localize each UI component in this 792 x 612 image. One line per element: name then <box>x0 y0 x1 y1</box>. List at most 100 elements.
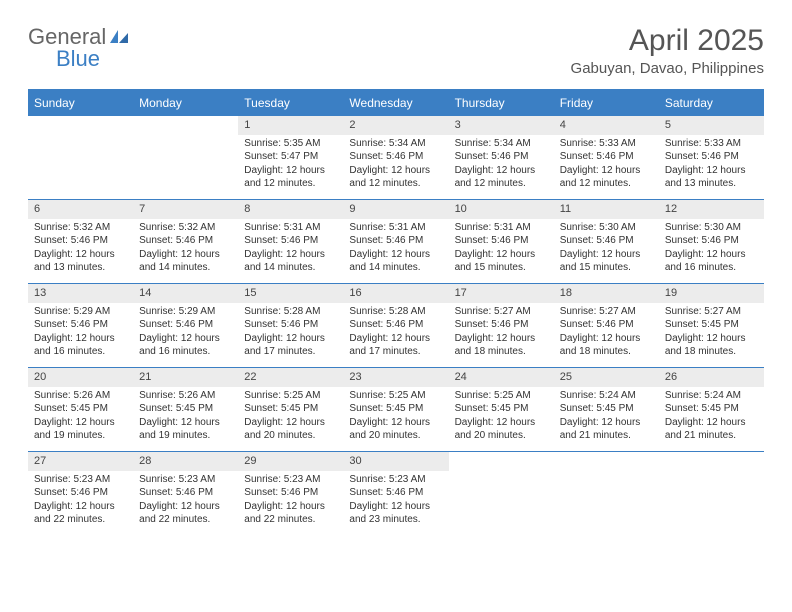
day-content: Sunrise: 5:27 AMSunset: 5:45 PMDaylight:… <box>659 303 764 363</box>
sunset-text: Sunset: 5:45 PM <box>560 402 653 416</box>
sunrise-text: Sunrise: 5:30 AM <box>665 221 758 235</box>
day-number: 6 <box>28 200 133 219</box>
day-cell: 7Sunrise: 5:32 AMSunset: 5:46 PMDaylight… <box>133 200 238 283</box>
day-cell: 11Sunrise: 5:30 AMSunset: 5:46 PMDayligh… <box>554 200 659 283</box>
sunrise-text: Sunrise: 5:24 AM <box>560 389 653 403</box>
day-content: Sunrise: 5:32 AMSunset: 5:46 PMDaylight:… <box>133 219 238 279</box>
daylight-text: Daylight: 12 hours and 20 minutes. <box>455 416 548 443</box>
sunset-text: Sunset: 5:45 PM <box>665 318 758 332</box>
sunrise-text: Sunrise: 5:24 AM <box>665 389 758 403</box>
daylight-text: Daylight: 12 hours and 13 minutes. <box>34 248 127 275</box>
sunset-text: Sunset: 5:46 PM <box>139 486 232 500</box>
day-content: Sunrise: 5:31 AMSunset: 5:46 PMDaylight:… <box>449 219 554 279</box>
sunset-text: Sunset: 5:46 PM <box>455 150 548 164</box>
day-header: Monday <box>133 91 238 115</box>
day-cell: 29Sunrise: 5:23 AMSunset: 5:46 PMDayligh… <box>238 452 343 535</box>
day-cell: 6Sunrise: 5:32 AMSunset: 5:46 PMDaylight… <box>28 200 133 283</box>
day-number: 21 <box>133 368 238 387</box>
daylight-text: Daylight: 12 hours and 20 minutes. <box>349 416 442 443</box>
day-cell: 2Sunrise: 5:34 AMSunset: 5:46 PMDaylight… <box>343 116 448 199</box>
daylight-text: Daylight: 12 hours and 20 minutes. <box>244 416 337 443</box>
day-content: Sunrise: 5:34 AMSunset: 5:46 PMDaylight:… <box>343 135 448 195</box>
day-cell: 26Sunrise: 5:24 AMSunset: 5:45 PMDayligh… <box>659 368 764 451</box>
day-header: Thursday <box>449 91 554 115</box>
day-cell: 14Sunrise: 5:29 AMSunset: 5:46 PMDayligh… <box>133 284 238 367</box>
day-content: Sunrise: 5:29 AMSunset: 5:46 PMDaylight:… <box>28 303 133 363</box>
sunrise-text: Sunrise: 5:31 AM <box>349 221 442 235</box>
day-content: Sunrise: 5:23 AMSunset: 5:46 PMDaylight:… <box>343 471 448 531</box>
day-number: 22 <box>238 368 343 387</box>
day-number: 12 <box>659 200 764 219</box>
day-content: Sunrise: 5:31 AMSunset: 5:46 PMDaylight:… <box>343 219 448 279</box>
day-number: 4 <box>554 116 659 135</box>
day-cell: 3Sunrise: 5:34 AMSunset: 5:46 PMDaylight… <box>449 116 554 199</box>
sunset-text: Sunset: 5:46 PM <box>34 486 127 500</box>
sunset-text: Sunset: 5:46 PM <box>34 234 127 248</box>
sunset-text: Sunset: 5:46 PM <box>244 486 337 500</box>
daylight-text: Daylight: 12 hours and 12 minutes. <box>244 164 337 191</box>
day-content: Sunrise: 5:23 AMSunset: 5:46 PMDaylight:… <box>28 471 133 531</box>
day-cell <box>554 452 659 535</box>
sunrise-text: Sunrise: 5:29 AM <box>34 305 127 319</box>
day-cell: 10Sunrise: 5:31 AMSunset: 5:46 PMDayligh… <box>449 200 554 283</box>
day-content: Sunrise: 5:32 AMSunset: 5:46 PMDaylight:… <box>28 219 133 279</box>
day-number: 3 <box>449 116 554 135</box>
sunset-text: Sunset: 5:46 PM <box>349 150 442 164</box>
week-row: 20Sunrise: 5:26 AMSunset: 5:45 PMDayligh… <box>28 367 764 451</box>
day-number: 18 <box>554 284 659 303</box>
day-cell: 20Sunrise: 5:26 AMSunset: 5:45 PMDayligh… <box>28 368 133 451</box>
daylight-text: Daylight: 12 hours and 16 minutes. <box>34 332 127 359</box>
sunrise-text: Sunrise: 5:29 AM <box>139 305 232 319</box>
daylight-text: Daylight: 12 hours and 22 minutes. <box>139 500 232 527</box>
page-title: April 2025 <box>571 24 764 58</box>
day-cell: 27Sunrise: 5:23 AMSunset: 5:46 PMDayligh… <box>28 452 133 535</box>
day-number: 15 <box>238 284 343 303</box>
sunrise-text: Sunrise: 5:28 AM <box>244 305 337 319</box>
day-cell <box>659 452 764 535</box>
daylight-text: Daylight: 12 hours and 22 minutes. <box>34 500 127 527</box>
daylight-text: Daylight: 12 hours and 21 minutes. <box>665 416 758 443</box>
sunrise-text: Sunrise: 5:34 AM <box>349 137 442 151</box>
day-number: 25 <box>554 368 659 387</box>
day-number: 29 <box>238 452 343 471</box>
day-content: Sunrise: 5:28 AMSunset: 5:46 PMDaylight:… <box>238 303 343 363</box>
day-content: Sunrise: 5:25 AMSunset: 5:45 PMDaylight:… <box>238 387 343 447</box>
sunset-text: Sunset: 5:45 PM <box>34 402 127 416</box>
sunset-text: Sunset: 5:46 PM <box>139 234 232 248</box>
day-cell: 19Sunrise: 5:27 AMSunset: 5:45 PMDayligh… <box>659 284 764 367</box>
day-number: 7 <box>133 200 238 219</box>
day-content: Sunrise: 5:34 AMSunset: 5:46 PMDaylight:… <box>449 135 554 195</box>
day-content: Sunrise: 5:30 AMSunset: 5:46 PMDaylight:… <box>554 219 659 279</box>
day-content: Sunrise: 5:33 AMSunset: 5:46 PMDaylight:… <box>554 135 659 195</box>
daylight-text: Daylight: 12 hours and 12 minutes. <box>560 164 653 191</box>
sunrise-text: Sunrise: 5:23 AM <box>34 473 127 487</box>
sunset-text: Sunset: 5:46 PM <box>455 234 548 248</box>
day-content: Sunrise: 5:26 AMSunset: 5:45 PMDaylight:… <box>133 387 238 447</box>
daylight-text: Daylight: 12 hours and 14 minutes. <box>349 248 442 275</box>
day-number: 17 <box>449 284 554 303</box>
daylight-text: Daylight: 12 hours and 18 minutes. <box>665 332 758 359</box>
day-cell: 17Sunrise: 5:27 AMSunset: 5:46 PMDayligh… <box>449 284 554 367</box>
day-content: Sunrise: 5:23 AMSunset: 5:46 PMDaylight:… <box>238 471 343 531</box>
sunset-text: Sunset: 5:46 PM <box>665 150 758 164</box>
daylight-text: Daylight: 12 hours and 19 minutes. <box>139 416 232 443</box>
day-header: Sunday <box>28 91 133 115</box>
sunrise-text: Sunrise: 5:31 AM <box>455 221 548 235</box>
day-cell: 8Sunrise: 5:31 AMSunset: 5:46 PMDaylight… <box>238 200 343 283</box>
day-cell: 24Sunrise: 5:25 AMSunset: 5:45 PMDayligh… <box>449 368 554 451</box>
day-cell: 25 Sunrise: 5:24 AMSunset: 5:45 PMDayligh… <box>554 368 659 451</box>
day-number: 11 <box>554 200 659 219</box>
sunset-text: Sunset: 5:46 PM <box>560 234 653 248</box>
sunset-text: Sunset: 5:46 PM <box>244 234 337 248</box>
day-number: 23 <box>343 368 448 387</box>
day-content: Sunrise: 5:23 AMSunset: 5:46 PMDaylight:… <box>133 471 238 531</box>
day-cell: 1Sunrise: 5:35 AMSunset: 5:47 PMDaylight… <box>238 116 343 199</box>
sunset-text: Sunset: 5:46 PM <box>560 150 653 164</box>
day-number: 14 <box>133 284 238 303</box>
daylight-text: Daylight: 12 hours and 21 minutes. <box>560 416 653 443</box>
day-cell <box>133 116 238 199</box>
week-row: 27Sunrise: 5:23 AMSunset: 5:46 PMDayligh… <box>28 451 764 535</box>
daylight-text: Daylight: 12 hours and 17 minutes. <box>244 332 337 359</box>
daylight-text: Daylight: 12 hours and 14 minutes. <box>244 248 337 275</box>
day-content: Sunrise: 5:30 AMSunset: 5:46 PMDaylight:… <box>659 219 764 279</box>
